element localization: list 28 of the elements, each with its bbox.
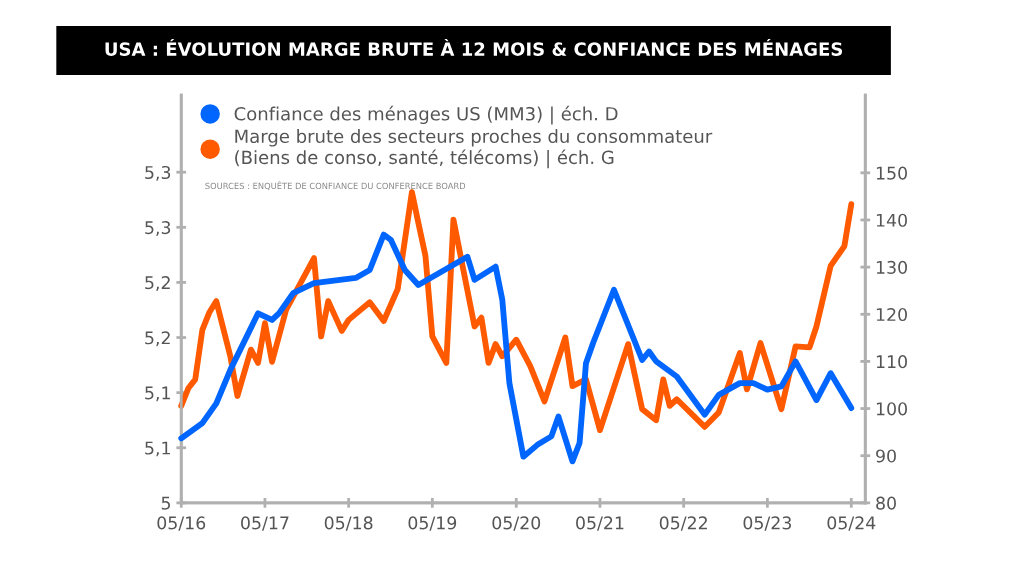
y-tick-label: 5,3	[145, 221, 171, 236]
x-tick-label: 05/20	[492, 516, 541, 531]
y2-tick-label: 80	[876, 496, 896, 510]
y-tick-label: 5,2	[145, 276, 170, 292]
y2-tick-label: 140	[876, 213, 907, 227]
y-tick-label: 5	[161, 496, 171, 510]
x-tick-label: 05/19	[408, 516, 457, 531]
legend-label: Confiance des ménages US (MM3) | éch. D	[234, 105, 618, 125]
y-tick-label: 5,1	[145, 441, 170, 457]
chart-title: USA : ÉVOLUTION MARGE BRUTE À 12 MOIS & CONFIANCE DES MÉNAGES	[105, 38, 843, 56]
y2-tick-label: 90	[876, 449, 896, 463]
y-tick-label: 5,3	[145, 165, 171, 181]
y2-tick-label: 110	[876, 355, 907, 369]
y2-tick-label: 100	[876, 402, 907, 416]
x-tick-label: 05/16	[157, 516, 206, 531]
y2-tick-label: 150	[876, 166, 907, 180]
legend-label: Marge brute des secteurs proches du consommateur (Biens de conso, santé, télécoms) | éch. G	[235, 129, 713, 169]
x-tick-label: 05/18	[324, 516, 373, 531]
y2-tick-label: 130	[876, 260, 907, 274]
y-tick-label: 5,1	[145, 386, 170, 402]
x-tick-label: 05/22	[659, 516, 707, 531]
x-tick-label: 05/23	[743, 516, 791, 531]
y-tick-label: 5,2	[145, 331, 170, 347]
x-tick-label: 05/24	[827, 516, 876, 531]
y2-tick-label: 120	[876, 307, 907, 322]
annotation: SOURCES : ENQUÊTE DE CONFIANCE DU CONFERENCE BOARD	[205, 181, 466, 190]
x-tick-label: 05/21	[576, 516, 624, 531]
x-tick-label: 05/17	[241, 516, 289, 531]
